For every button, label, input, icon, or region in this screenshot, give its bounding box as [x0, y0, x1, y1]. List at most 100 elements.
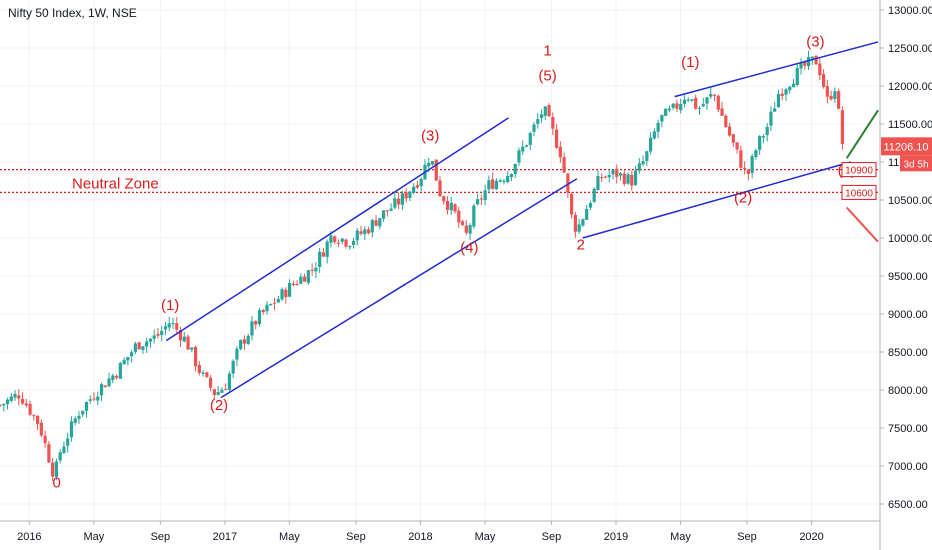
candle	[321, 248, 326, 257]
candle	[588, 200, 593, 211]
candle	[17, 389, 21, 406]
candle	[750, 153, 754, 179]
candle	[393, 191, 397, 210]
candle	[167, 316, 171, 332]
candle	[821, 68, 826, 89]
candle	[250, 315, 254, 341]
candle	[103, 384, 107, 388]
candle	[156, 327, 160, 339]
candle	[438, 176, 442, 197]
wave-label: (2)	[734, 189, 752, 206]
candle	[633, 166, 638, 186]
wave-label: (5)	[538, 68, 556, 85]
candle	[208, 374, 213, 392]
time-tick-label: 2018	[408, 531, 432, 543]
candle	[810, 56, 814, 65]
candle	[453, 203, 457, 214]
candle	[227, 371, 232, 392]
candle	[261, 309, 265, 315]
candle	[118, 361, 122, 379]
channel-line	[220, 178, 578, 399]
candle	[137, 341, 141, 350]
price-tick-label: 10000.00	[888, 233, 932, 245]
price-tick-label: 8500.00	[888, 347, 928, 359]
candle	[509, 173, 514, 182]
candle	[513, 163, 517, 179]
candle	[280, 287, 284, 302]
candle	[133, 341, 137, 355]
trend-lines	[165, 41, 879, 399]
candle	[366, 226, 371, 235]
candle	[212, 388, 216, 401]
candle	[727, 122, 732, 137]
chart-title: Nifty 50 Index, 1W, NSE	[8, 6, 137, 20]
candles	[0, 50, 844, 481]
candle	[216, 385, 220, 396]
candle	[73, 416, 77, 426]
candle	[622, 169, 626, 187]
time-axis[interactable]: 2016 May Sep 2017 May Sep 2018 May Sep 2019 May Sep…	[17, 521, 824, 543]
candle	[276, 295, 280, 304]
candle	[506, 171, 510, 184]
candle	[39, 419, 43, 438]
price-tick-label: 12000.00	[888, 81, 932, 93]
level-badge	[841, 184, 877, 200]
candle	[660, 114, 664, 128]
wave-label: (1)	[681, 54, 699, 71]
candle	[442, 195, 446, 205]
candle	[415, 181, 420, 190]
candle	[163, 321, 168, 336]
candle	[701, 97, 705, 108]
price-tick-label: 12500.00	[888, 43, 932, 55]
candle	[483, 184, 487, 206]
projection-line	[845, 109, 879, 159]
candle	[791, 78, 796, 88]
countdown-badge	[900, 155, 932, 172]
candle	[314, 261, 318, 279]
candle	[62, 441, 66, 454]
candle	[618, 171, 623, 181]
candle	[160, 325, 164, 342]
candle	[671, 103, 675, 111]
time-tick-label: May	[83, 531, 104, 543]
candle	[88, 395, 92, 405]
candle	[517, 147, 521, 166]
candle	[539, 109, 544, 123]
candle	[570, 192, 574, 219]
candle	[58, 449, 62, 464]
grid-lines	[0, 0, 880, 521]
candle	[397, 192, 401, 210]
candle	[145, 337, 149, 353]
candle	[682, 95, 687, 108]
wave-labels: 0(1)(2)(3)(4)1(5)2(1)(2)(3)(4)	[53, 33, 856, 491]
candle	[69, 416, 74, 442]
candle	[596, 170, 600, 191]
price-axis[interactable]: 13000.0012500.0012000.0011500.0011000.00…	[880, 5, 932, 511]
candle	[754, 148, 758, 160]
candle	[837, 88, 841, 110]
candle	[825, 79, 829, 104]
candle	[675, 99, 679, 113]
wave-label: (4)	[460, 239, 478, 256]
candle	[5, 397, 10, 410]
candle	[400, 190, 404, 211]
candle	[543, 105, 547, 121]
neutral-zone-label: Neutral Zone	[72, 176, 159, 193]
price-tick-label: 9500.00	[888, 271, 928, 283]
channel-line	[674, 41, 879, 98]
candle	[374, 215, 378, 227]
candle	[554, 124, 559, 149]
candle	[558, 141, 562, 163]
candle	[408, 190, 412, 202]
candle	[295, 280, 299, 286]
candle	[731, 133, 735, 147]
wave-label: (1)	[161, 297, 179, 314]
candle	[449, 196, 453, 215]
level-badge-label: 10900	[845, 166, 873, 177]
candle	[521, 140, 525, 156]
channel-line	[165, 117, 509, 342]
candle	[694, 94, 698, 111]
candle	[840, 106, 844, 150]
candle	[780, 88, 784, 101]
